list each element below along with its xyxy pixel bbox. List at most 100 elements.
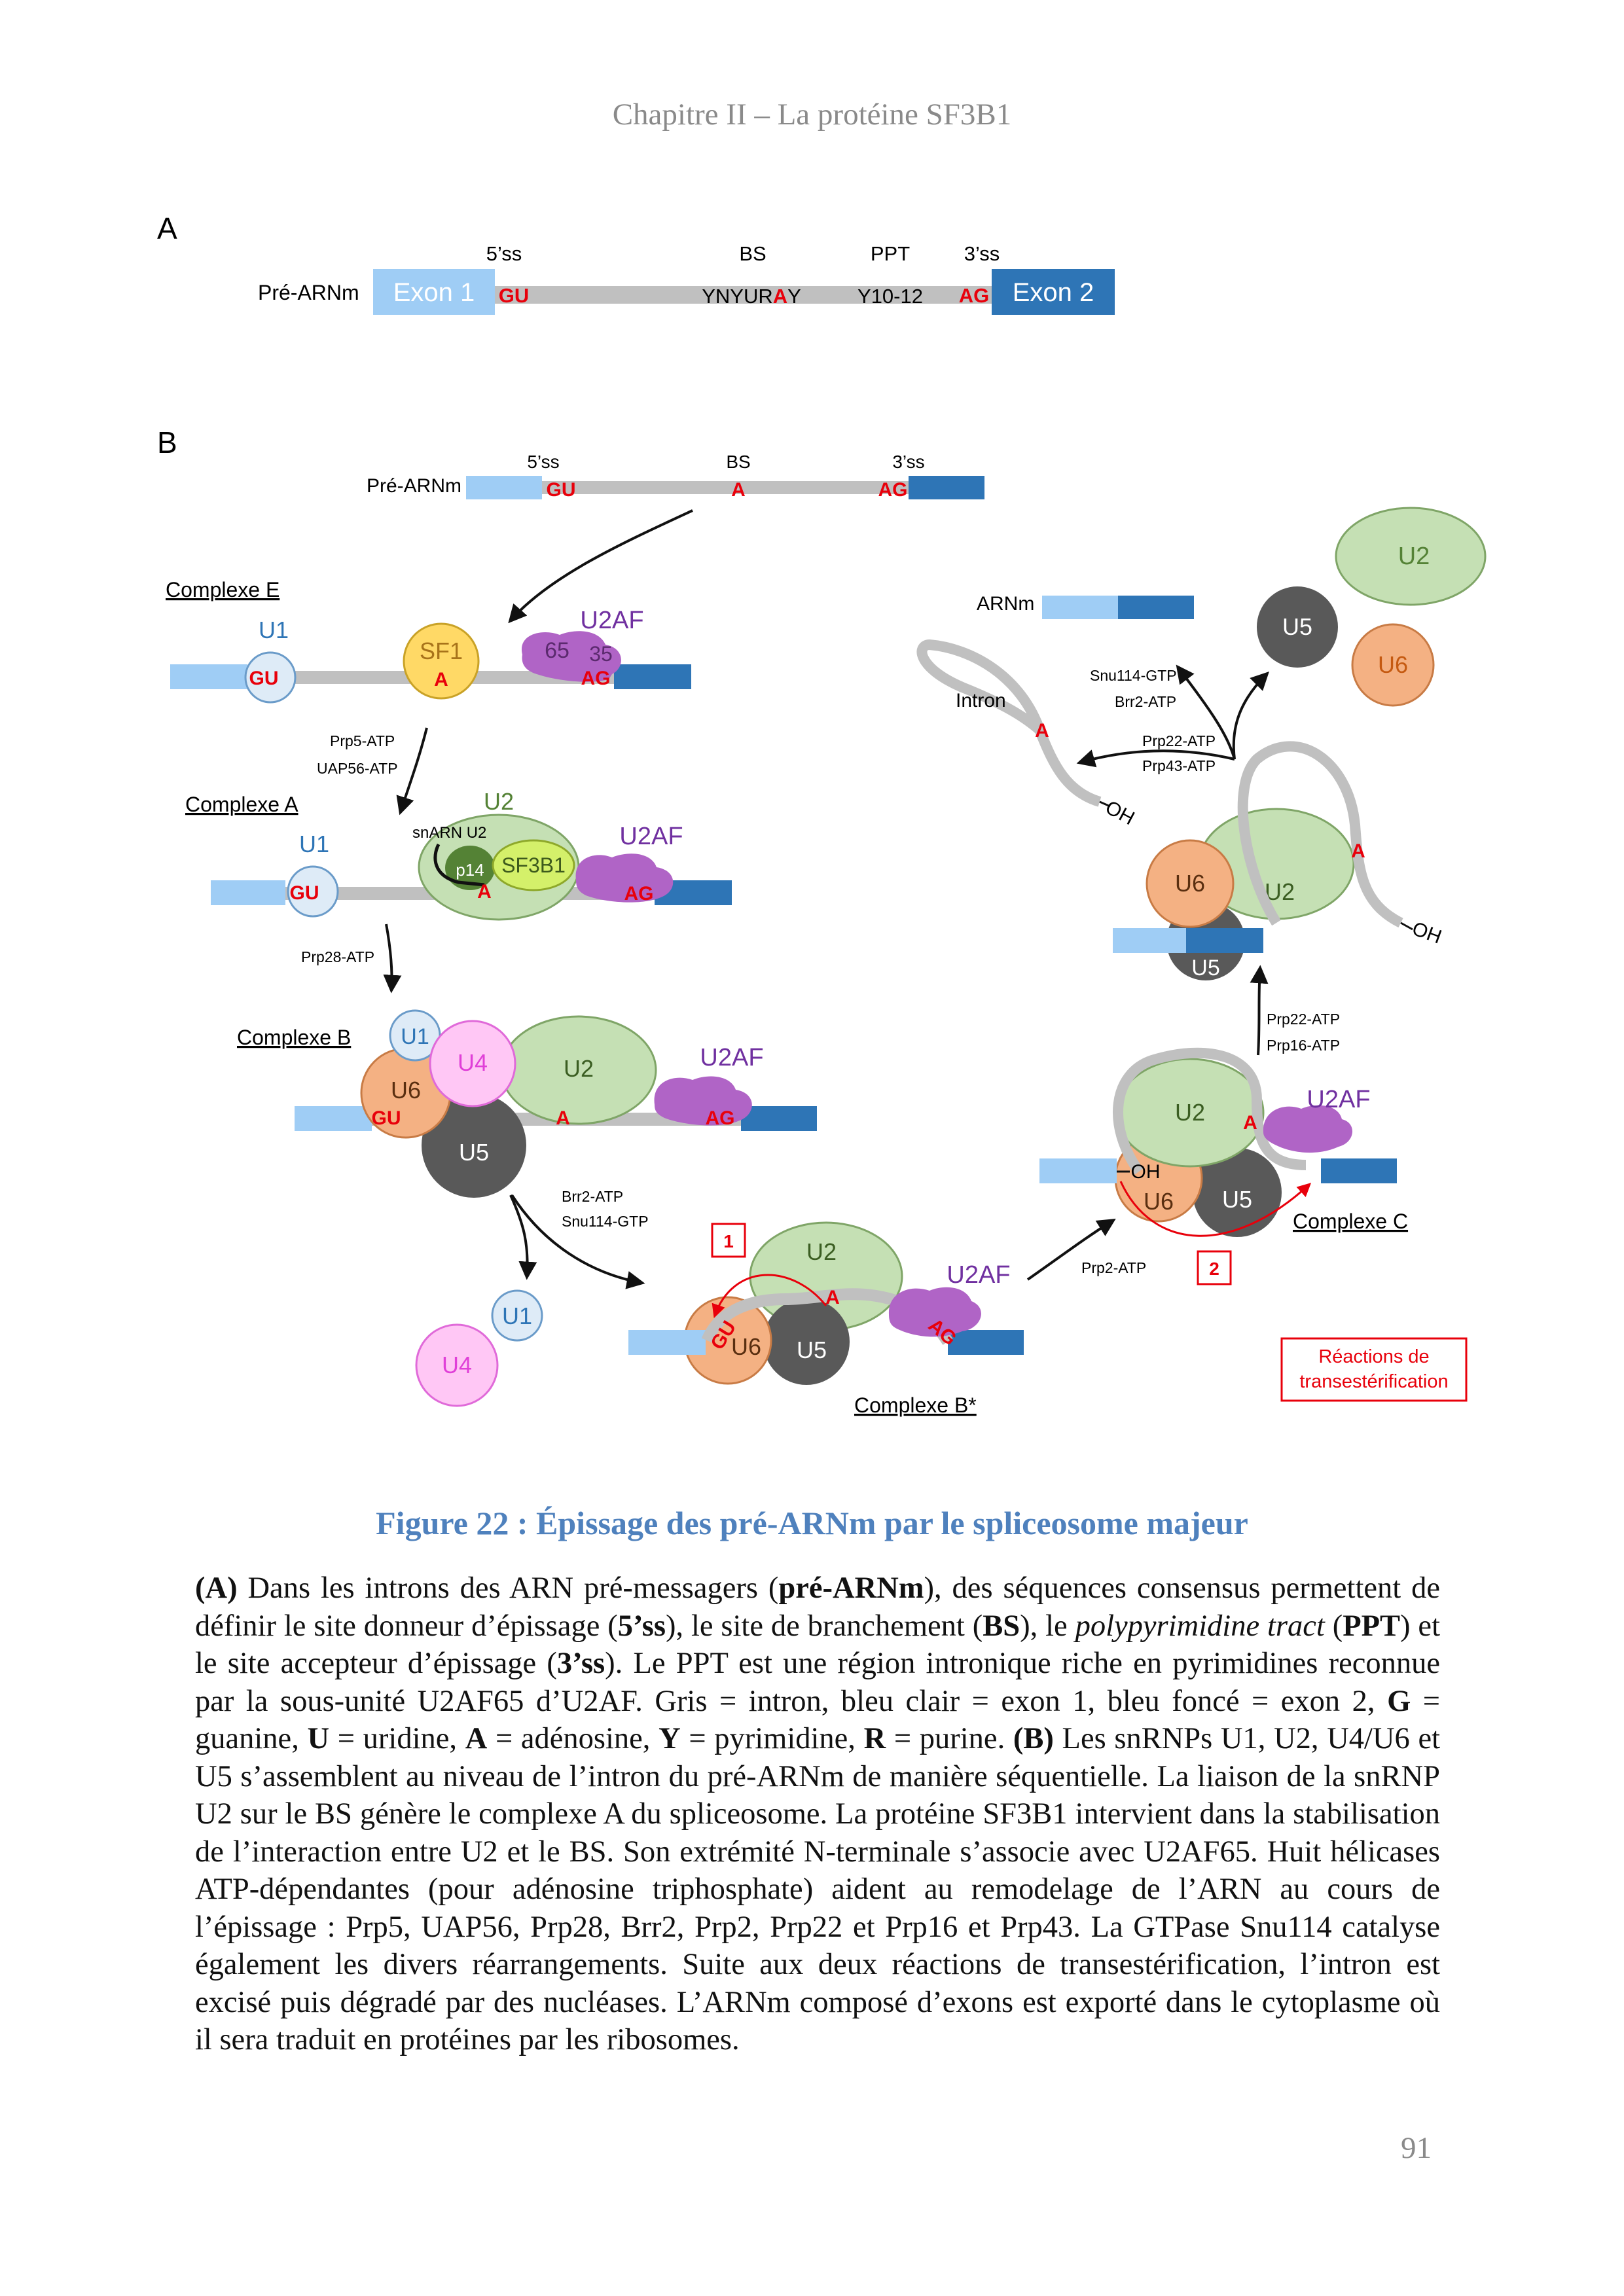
- p14-a: [445, 846, 495, 890]
- u2af-bstar: [888, 1287, 981, 1337]
- snarn-u2-strand: [433, 843, 485, 887]
- u2af-c-label: U2AF: [1307, 1086, 1370, 1113]
- legend-line-1: Réactions de: [1318, 1346, 1429, 1367]
- a-bstar: A: [825, 1287, 840, 1308]
- u1-a-label: U1: [299, 831, 329, 857]
- u2af-bstar-label: U2AF: [947, 1261, 1010, 1289]
- step1-label: 1: [723, 1231, 734, 1251]
- released-snrnps: U2 U5 U6: [1257, 507, 1487, 707]
- complexe-a-label: Complexe A: [185, 793, 298, 816]
- u4-b: [429, 1020, 516, 1107]
- ag-label: AG: [959, 284, 990, 307]
- mrna-product: ARNm: [977, 593, 1194, 619]
- complexe-e: Complexe E U1 GU SF1 A 65 35 U2AF AG: [166, 578, 691, 704]
- arnm-label: ARNm: [977, 593, 1034, 615]
- gu-label: GU: [499, 284, 530, 307]
- step1-arrow: [712, 1274, 827, 1318]
- exon-2-c: [1321, 1158, 1397, 1183]
- u6-c-label: U6: [1144, 1188, 1174, 1215]
- prp22-c-label: Prp22-ATP: [1267, 1011, 1340, 1028]
- exon-2-b: [741, 1106, 817, 1131]
- sf3b1-a: [492, 839, 575, 891]
- gu-top: GU: [547, 479, 576, 501]
- exon-1-post: [1113, 928, 1186, 953]
- u5-bstar: [763, 1299, 850, 1385]
- step2-box: [1197, 1250, 1232, 1285]
- u6-post-label: U6: [1175, 870, 1205, 897]
- panel-b: B Pré-ARNm 5’ss BS 3’ss GU A AG Complexe…: [157, 425, 1487, 1417]
- u2-released-label: U2: [1398, 543, 1430, 570]
- lariat-post: [1237, 741, 1403, 928]
- brr2-label: Brr2-ATP: [562, 1188, 623, 1205]
- u1-a: [287, 865, 339, 918]
- u2-bstar-label: U2: [806, 1238, 837, 1265]
- u6-released-label: U6: [1378, 651, 1408, 678]
- u5-c-label: U5: [1222, 1186, 1252, 1213]
- snarn-u2-label: snARN U2: [412, 824, 486, 842]
- gu-a: GU: [290, 882, 319, 904]
- bs-label: BS: [739, 242, 766, 265]
- post-spliceosome: U2 U5 U6 A OH: [1113, 741, 1445, 980]
- intron-bar: [494, 286, 992, 304]
- arrow-a-to-b: [383, 924, 402, 994]
- u2af-35-label: 35: [589, 642, 613, 666]
- snu114-post-label: Snu114-GTP: [1090, 667, 1177, 684]
- prp2-label: Prp2-ATP: [1081, 1259, 1146, 1276]
- arrow-post-to-intron: [1076, 749, 1235, 768]
- u2af-c: [1263, 1105, 1353, 1153]
- u2-c-label: U2: [1175, 1099, 1205, 1126]
- exon-2-post: [1186, 928, 1263, 953]
- brr2-post-label: Brr2-ATP: [1115, 693, 1176, 710]
- figure-22: A Pré-ARNm Exon 1 Exon 2 5’ss BS PPT 3’s…: [157, 211, 1487, 1417]
- u6-bstar-label: U6: [731, 1333, 761, 1360]
- panel-a: A Pré-ARNm Exon 1 Exon 2 5’ss BS PPT 3’s…: [157, 211, 1115, 315]
- exon-1-mrna: [1042, 596, 1118, 619]
- exon-2-box: [992, 269, 1115, 315]
- ss5-top: 5’ss: [527, 452, 559, 472]
- arrow-post-to-snrnps: [1232, 672, 1269, 760]
- ag-b: AG: [706, 1107, 735, 1129]
- snu114-label: Snu114-GTP: [562, 1213, 649, 1230]
- exon-1-bstar: [628, 1330, 706, 1355]
- y1012-label: Y10-12: [857, 285, 923, 308]
- step1-box: [711, 1223, 746, 1258]
- ss3-label: 3’ss: [964, 242, 1000, 265]
- u2af-e: [521, 631, 621, 682]
- panel-b-letter: B: [157, 425, 177, 459]
- a-b: A: [556, 1107, 570, 1129]
- u5-bstar-label: U5: [797, 1336, 827, 1363]
- prp43-label: Prp43-ATP: [1142, 757, 1216, 774]
- u1-released-label: U1: [502, 1302, 532, 1329]
- u2af-65-label: 65: [545, 638, 569, 663]
- gu-b: GU: [372, 1107, 401, 1129]
- ag-top: AG: [878, 479, 908, 501]
- u5-post-label: U5: [1191, 956, 1219, 980]
- u4-b-label: U4: [458, 1049, 488, 1076]
- ppt-label: PPT: [871, 242, 910, 265]
- sf1-e-label: SF1: [420, 637, 463, 664]
- exon-1-label: Exon 1: [393, 278, 475, 307]
- exon-1-a: [211, 880, 285, 905]
- complexe-bstar: U2 U5 U6 U2AF GU A AG 1 Complexe B*: [628, 1221, 1024, 1417]
- sf3b1-label: SF3B1: [501, 853, 566, 877]
- figure-caption-title: Figure 22 : Épissage des pré-ARNm par le…: [376, 1505, 1248, 1541]
- complexe-a: Complexe A U2 U1 GU U2AF p14 SF3B1 snARN…: [185, 788, 732, 921]
- u2af-b-label: U2AF: [700, 1044, 763, 1071]
- panel-a-letter: A: [157, 211, 177, 245]
- u1-e: [244, 651, 297, 704]
- u2af-a: [575, 853, 674, 903]
- u1-released: [491, 1289, 543, 1342]
- arrow-post-to-products: [1176, 664, 1236, 760]
- oh-post: OH: [1409, 918, 1445, 948]
- lariat-intron: [916, 639, 1102, 807]
- arrow-to-complexe-e: [508, 509, 693, 624]
- u6-b-label: U6: [391, 1077, 421, 1103]
- legend-line-2: transestérification: [1299, 1371, 1448, 1392]
- sf1-e: [403, 622, 480, 700]
- arrow-e-to-a: [396, 727, 428, 816]
- u2af-b: [654, 1076, 752, 1126]
- exon-2-top: [909, 476, 984, 499]
- arrow-b-release: [509, 1194, 537, 1280]
- complexe-bstar-label: Complexe B*: [854, 1393, 977, 1417]
- u1-e-label: U1: [259, 617, 289, 643]
